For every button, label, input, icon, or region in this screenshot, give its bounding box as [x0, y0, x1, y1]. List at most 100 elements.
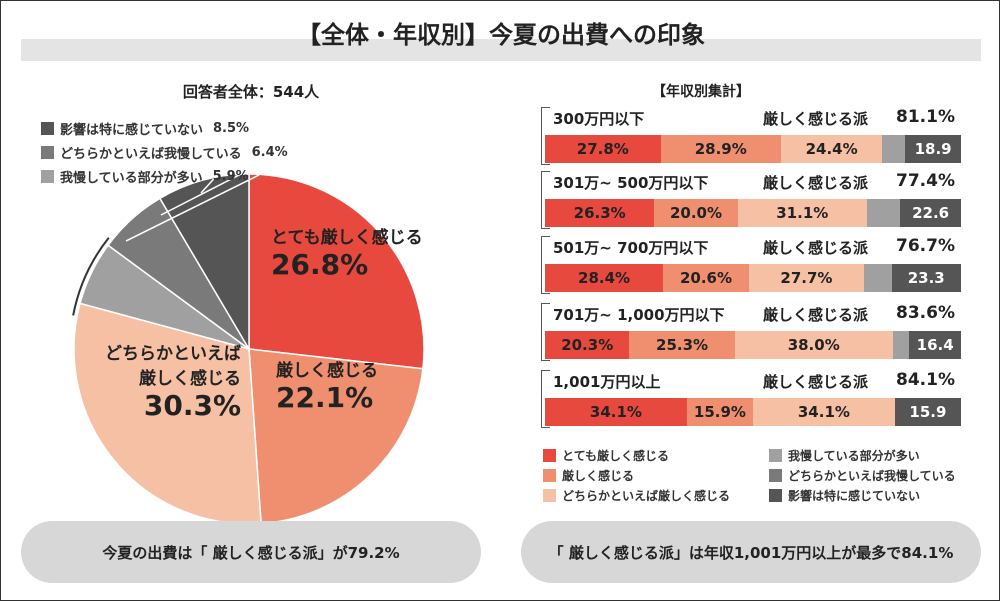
bar-segment-somewhat-strict: 24.4%	[780, 135, 883, 163]
legend-label: どちらかといえば我慢している	[788, 469, 956, 483]
segment-value-label: 28.4%	[578, 269, 631, 287]
legend-label: とても厳しく感じる	[562, 449, 670, 463]
severe-total: 77.4%	[896, 171, 955, 191]
legend-label: 我慢している部分が多い	[788, 449, 920, 463]
severe-label: 厳しく感じる派	[763, 174, 869, 192]
legend-leader-line	[200, 126, 262, 194]
bar-segment-quite-patient	[882, 135, 906, 163]
slice-label-somewhat-strict: どちらかといえば 厳しく感じる 30.3%	[71, 339, 241, 422]
pie-slice-no-effect	[158, 173, 250, 352]
segment-value-label: 27.8%	[576, 140, 629, 158]
group-bracket	[541, 171, 550, 229]
segment-value-label: 24.4%	[805, 140, 858, 158]
summary-right: 「 厳しく感じる派」は年収1,001万円以上が最多で84.1%	[521, 521, 981, 583]
income-group: 1,001万円以上 厳しく感じる派 84.1% 34.1% 15.9% 34.1% 1…	[541, 370, 961, 430]
bar-segment-no-effect: 22.6	[900, 199, 961, 227]
severe-label: 厳しく感じる派	[763, 110, 869, 128]
stacked-bar: 26.3% 20.0% 31.1% 22.6	[545, 199, 961, 227]
segment-value-label: 38.0%	[787, 336, 840, 354]
income-group: 301万~ 500万円以下 厳しく感じる派 77.4% 26.3% 20.0% 31…	[541, 171, 961, 231]
pie-outline-arc	[72, 237, 110, 316]
bar-segment-quite-patient	[892, 331, 910, 359]
stacked-bar: 28.4% 20.6% 27.7% 23.3	[545, 264, 961, 292]
segment-value-label: 23.3	[907, 269, 945, 287]
bar-legend-no-effect: 影響は特に感じていない	[769, 487, 920, 504]
segment-value-label: 20.0%	[669, 204, 723, 222]
bar-segment-somewhat-strict: 31.1%	[737, 199, 867, 227]
segment-value-label: 16.4	[916, 336, 954, 354]
pie-subtitle: 回答者全体：544人	[182, 83, 320, 101]
bar-segment-very-strict: 34.1%	[545, 398, 687, 426]
group-bracket	[541, 107, 550, 165]
slice-name: とても厳しく感じる	[271, 228, 423, 248]
segment-value-label: 20.6%	[679, 269, 732, 287]
legend-label: 厳しく感じる	[562, 469, 635, 483]
slice-label-strict: 厳しく感じる 22.1%	[276, 356, 378, 414]
legend-swatch	[543, 469, 556, 482]
income-group: 701万~ 1,000万円以下 厳しく感じる派 83.6% 20.3% 25.3%…	[541, 303, 961, 363]
pie-slice-strict	[248, 348, 424, 525]
segment-value-label: 18.9	[914, 140, 952, 158]
legend-label: どちらかといえば我慢している	[60, 147, 242, 162]
summary-left: 今夏の出費は「 厳しく感じる派」が79.2%	[21, 521, 481, 583]
title-bar	[21, 39, 981, 61]
legend-value: 8.5%	[213, 121, 250, 136]
severe-total: 76.7%	[896, 236, 955, 256]
segment-value-label: 20.3%	[561, 336, 614, 354]
segment-value-label: 26.3%	[573, 204, 626, 222]
income-label: 1,001万円以上	[553, 373, 661, 391]
severe-label: 厳しく感じる派	[763, 239, 869, 257]
bar-segment-somewhat-strict: 34.1%	[752, 398, 895, 426]
legend-swatch	[769, 449, 782, 462]
bar-segment-strict: 15.9%	[686, 398, 753, 426]
severe-total: 84.1%	[896, 370, 955, 390]
pie-legend-quite-patient: 我慢している部分が多い 5.9%	[41, 167, 249, 186]
bar-segment-no-effect: 18.9	[905, 135, 961, 163]
segment-value-label: 34.1%	[589, 403, 642, 421]
legend-swatch	[41, 122, 54, 135]
legend-swatch	[543, 449, 556, 462]
bar-segment-somewhat-strict: 38.0%	[734, 331, 893, 359]
slice-label-very-strict: とても厳しく感じる 26.8%	[271, 223, 423, 281]
pie-slice-very-strict	[248, 173, 425, 370]
stacked-bar: 20.3% 25.3% 38.0% 16.4	[545, 331, 961, 359]
bar-segment-strict: 20.0%	[654, 199, 738, 227]
income-label: 501万~ 700万円以下	[553, 239, 709, 257]
segment-value-label: 15.9	[909, 403, 947, 421]
bar-segment-very-strict: 20.3%	[545, 331, 630, 359]
bar-segment-very-strict: 26.3%	[545, 199, 655, 227]
slice-value: 30.3%	[143, 389, 241, 422]
stacked-bar: 27.8% 28.9% 24.4% 18.9	[545, 135, 961, 163]
legend-label: 我慢している部分が多い	[60, 171, 203, 186]
bar-segment-strict: 28.9%	[660, 135, 781, 163]
legend-label: 影響は特に感じていない	[788, 489, 921, 503]
pie-legend-no-effect: 影響は特に感じていない 8.5%	[41, 119, 249, 138]
bar-legend-very-strict: とても厳しく感じる	[543, 447, 669, 464]
segment-value-label: 22.6	[912, 204, 950, 222]
slice-name: どちらかといえば	[105, 344, 241, 364]
legend-swatch	[543, 489, 556, 502]
bar-segment-no-effect: 16.4	[909, 331, 961, 359]
segment-value-label: 15.9%	[693, 403, 746, 421]
legend-swatch	[769, 489, 782, 502]
bar-segment-somewhat-strict: 27.7%	[748, 264, 865, 292]
bar-segment-very-strict: 28.4%	[545, 264, 664, 292]
group-bracket	[541, 370, 550, 428]
legend-swatch	[41, 170, 54, 183]
legend-value: 5.9%	[212, 169, 249, 184]
stacked-bar: 34.1% 15.9% 34.1% 15.9	[545, 398, 961, 426]
segment-value-label: 28.9%	[694, 140, 747, 158]
bar-segment-strict: 20.6%	[663, 264, 749, 292]
segment-value-label: 31.1%	[776, 204, 829, 222]
severe-total: 83.6%	[896, 303, 955, 323]
bar-segment-no-effect: 23.3	[891, 264, 961, 292]
income-group: 501万~ 700万円以下 厳しく感じる派 76.7% 28.4% 20.6% 27…	[541, 236, 961, 296]
segment-value-label: 25.3%	[656, 336, 709, 354]
group-bracket	[541, 303, 550, 361]
income-group: 300万円以下 厳しく感じる派 81.1% 27.8% 28.9% 24.4% 18.…	[541, 107, 961, 167]
segment-value-label: 27.7%	[780, 269, 833, 287]
legend-swatch	[41, 146, 54, 159]
segment-value-label: 34.1%	[797, 403, 850, 421]
income-label: 701万~ 1,000万円以下	[553, 306, 725, 324]
